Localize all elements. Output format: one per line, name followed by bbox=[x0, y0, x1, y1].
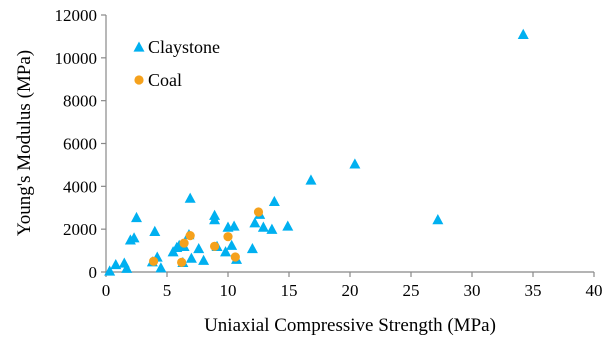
y-tick-label: 10000 bbox=[55, 49, 98, 68]
y-tick-label: 2000 bbox=[63, 220, 97, 239]
plot-area: 0 5 10 15 20 25 30 35 40 0 2000 4000 6000 8000 10000 1… bbox=[55, 6, 603, 300]
x-tick-label: 40 bbox=[586, 281, 603, 300]
claystone-data-point bbox=[131, 211, 142, 223]
y-tick-label: 12000 bbox=[55, 6, 98, 25]
x-tick-label: 5 bbox=[163, 281, 172, 300]
claystone-legend-label: Claystone bbox=[148, 37, 220, 57]
claystone-data-point bbox=[226, 239, 238, 250]
claystone-data-point bbox=[257, 221, 269, 232]
claystone-data-point bbox=[349, 158, 361, 169]
y-tick-label: 6000 bbox=[63, 135, 97, 154]
coal-data-point bbox=[230, 252, 240, 262]
claystone-data-point bbox=[432, 214, 444, 225]
x-axis-title: Uniaxial Compressive Strength (MPa) bbox=[204, 315, 496, 336]
x-tick-label: 15 bbox=[281, 281, 298, 300]
coal-data-point bbox=[177, 257, 187, 267]
claystone-data-point bbox=[246, 242, 258, 254]
x-tick-label: 20 bbox=[342, 281, 359, 300]
claystone-legend-marker bbox=[133, 41, 145, 52]
coal-data-point bbox=[223, 232, 233, 242]
claystone-data-point bbox=[185, 252, 197, 263]
claystone-data-point bbox=[155, 262, 167, 273]
claystone-data-point bbox=[184, 192, 196, 203]
claystone-data-point bbox=[282, 220, 294, 231]
legend: Claystone Coal bbox=[133, 37, 220, 90]
claystone-data-point bbox=[266, 223, 278, 234]
claystone-data-point bbox=[220, 246, 232, 257]
y-axis-title: Young's Modulus (MPa) bbox=[14, 50, 35, 236]
claystone-data-point bbox=[104, 265, 116, 276]
coal-data-point bbox=[253, 207, 264, 217]
y-tick-label: 0 bbox=[89, 263, 98, 282]
coal-data-point bbox=[209, 241, 220, 251]
y-tick-label: 8000 bbox=[63, 92, 97, 111]
coal-data-point bbox=[148, 256, 159, 266]
x-tick-label: 10 bbox=[220, 281, 237, 300]
claystone-data-point bbox=[517, 28, 529, 39]
claystone-data-point bbox=[121, 262, 133, 273]
coal-legend-marker bbox=[134, 75, 144, 85]
claystone-data-point bbox=[268, 195, 280, 206]
data-points bbox=[104, 28, 529, 276]
coal-data-point bbox=[179, 238, 189, 248]
claystone-data-point bbox=[149, 225, 161, 236]
x-tick-label: 35 bbox=[525, 281, 542, 300]
x-axis-ticks: 0 5 10 15 20 25 30 35 40 bbox=[102, 272, 603, 300]
claystone-data-point bbox=[249, 217, 261, 228]
x-tick-label: 30 bbox=[464, 281, 481, 300]
coal-legend-label: Coal bbox=[148, 70, 182, 90]
y-axis-ticks: 0 2000 4000 6000 8000 10000 12000 bbox=[55, 6, 106, 282]
y-tick-label: 4000 bbox=[63, 177, 97, 196]
coal-data-point bbox=[185, 230, 195, 241]
claystone-data-point bbox=[110, 259, 122, 270]
claystone-data-point bbox=[305, 174, 317, 185]
claystone-data-point bbox=[209, 214, 221, 225]
claystone-data-point bbox=[128, 232, 140, 243]
claystone-data-point bbox=[198, 254, 210, 265]
x-tick-label: 25 bbox=[403, 281, 420, 300]
claystone-data-point bbox=[193, 242, 205, 254]
x-tick-label: 0 bbox=[102, 281, 111, 300]
claystone-data-point bbox=[228, 220, 240, 231]
